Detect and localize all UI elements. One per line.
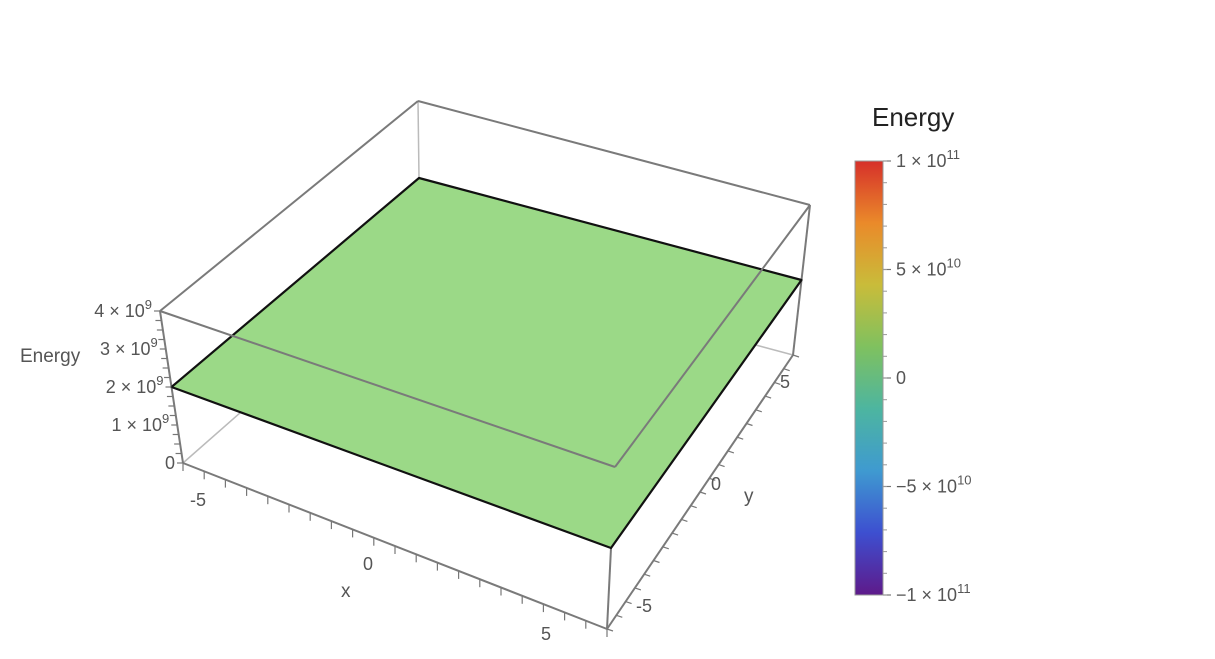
tick-mark: [644, 573, 651, 577]
energy-surface: [170, 176, 803, 550]
legend: Energy 1 × 1011 5 × 1010 0 −5 × 1010 −1 × 10…: [854, 102, 972, 605]
colorbar-tick-label: 1 × 1011: [896, 147, 960, 171]
x-tick-label: 5: [541, 624, 551, 644]
tick-mark: [681, 518, 688, 522]
z-tick-label: 0: [165, 453, 175, 473]
y-tick-label: 0: [711, 474, 721, 494]
tick-mark: [755, 409, 762, 413]
colorbar-tick-label: 5 × 1010: [896, 256, 961, 280]
colorbar-tick-label: −1 × 1011: [896, 581, 971, 605]
box-edge: [159, 310, 616, 468]
z-axis-label: Energy: [20, 346, 81, 367]
tick-mark: [783, 368, 790, 372]
box-edge: [614, 204, 811, 468]
colorbar-tick-label: −5 × 1010: [896, 473, 972, 497]
box-edge: [417, 100, 811, 206]
tick-mark: [764, 395, 772, 399]
tick-mark: [671, 532, 679, 536]
bounding-box-front: [159, 100, 811, 468]
tick-mark: [774, 381, 781, 385]
tick-mark: [690, 505, 697, 509]
tick-mark: [718, 464, 725, 468]
tick-mark: [616, 614, 623, 618]
tick-mark: [606, 628, 614, 632]
y-tick-label: -5: [636, 596, 652, 616]
tick-mark: [653, 559, 660, 564]
z-tick-label: 3 × 109: [100, 335, 158, 359]
z-tick-label: 2 × 109: [106, 373, 164, 397]
tick-mark: [625, 601, 632, 605]
z-tick-label: 1 × 109: [111, 411, 169, 435]
x-tick-label: -5: [190, 490, 206, 510]
y-tick-label: 5: [780, 372, 790, 392]
colorbar-tick-label: 0: [896, 368, 906, 388]
axis-tick-marks: [154, 310, 800, 637]
tick-mark: [634, 587, 642, 591]
z-axis-tick-labels: 0 1 × 109 2 × 109 3 × 109 4 × 109: [94, 297, 175, 473]
tick-mark: [737, 436, 744, 440]
tick-mark: [746, 422, 753, 427]
x-axis-label: x: [341, 581, 351, 602]
tick-mark: [709, 477, 716, 481]
colorbar: [854, 160, 884, 596]
tick-mark: [792, 354, 800, 358]
y-axis-label: y: [744, 486, 754, 507]
legend-title: Energy: [872, 102, 954, 132]
tick-mark: [662, 546, 669, 550]
x-tick-label: 0: [363, 554, 373, 574]
colorbar-ticks: 1 × 1011 5 × 1010 0 −5 × 1010 −1 × 1011: [883, 147, 972, 605]
tick-mark: [699, 491, 707, 495]
tick-mark: [727, 450, 735, 454]
z-tick-label: 4 × 109: [94, 297, 152, 321]
box-edge: [159, 100, 419, 312]
